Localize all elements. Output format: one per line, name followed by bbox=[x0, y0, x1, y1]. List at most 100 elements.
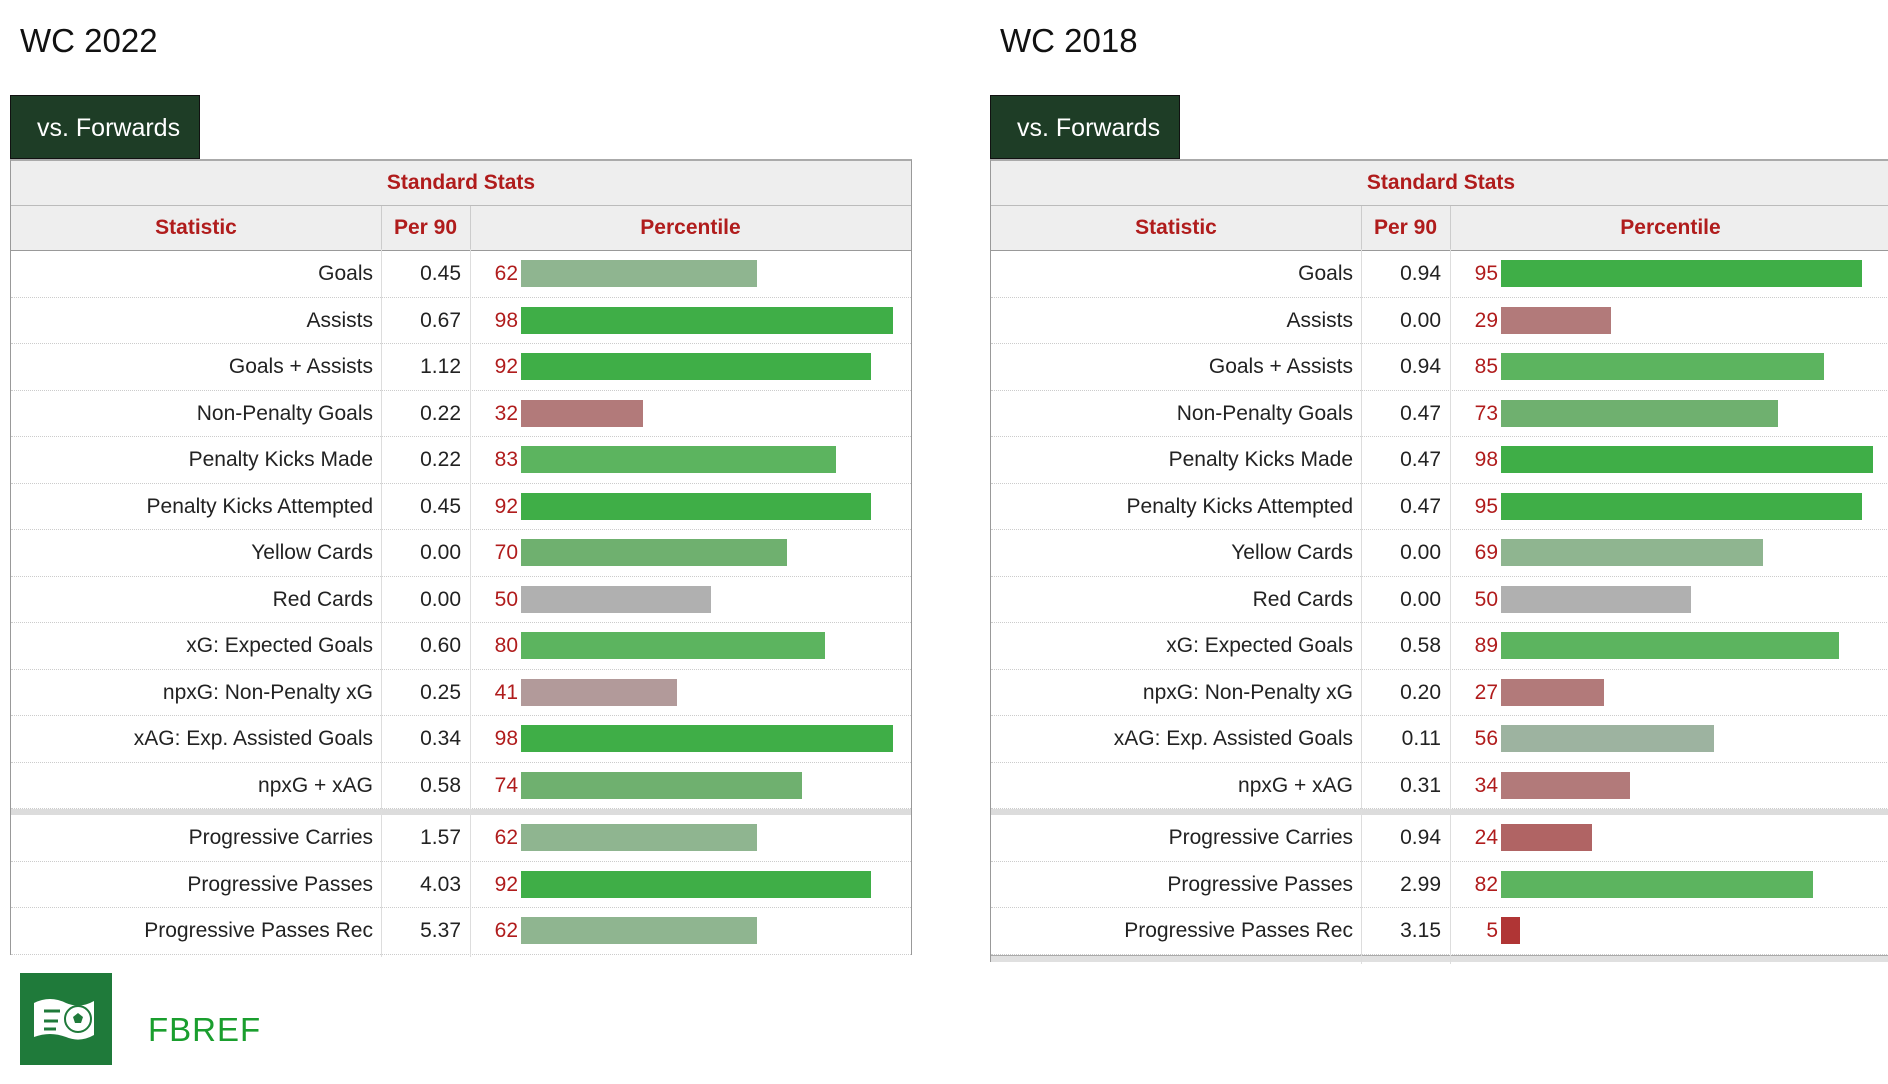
fbref-flag-ball-icon bbox=[34, 999, 94, 1040]
percentile-bar bbox=[521, 725, 893, 752]
table-row: xG: Expected Goals 0.60 80 bbox=[11, 623, 911, 670]
per90-value: 0.00 bbox=[1400, 541, 1441, 564]
per90-value: 1.12 bbox=[420, 355, 461, 378]
stat-name: Goals + Assists bbox=[1208, 355, 1353, 378]
percentile-value: 95 bbox=[1474, 494, 1498, 518]
per90-value: 0.00 bbox=[1400, 308, 1441, 332]
stat-name: Non-Penalty Goals bbox=[1176, 401, 1353, 425]
per90-value: 0.31 bbox=[1400, 773, 1441, 797]
percentile-value: 62 bbox=[494, 262, 518, 285]
table-row: Non-Penalty Goals 0.22 32 bbox=[11, 391, 911, 437]
tab-vs-forwards[interactable]: vs. Forwards bbox=[10, 95, 200, 159]
stat-name: npxG + xAG bbox=[1238, 773, 1353, 797]
percentile-bar bbox=[521, 353, 871, 380]
percentile-value: 98 bbox=[1474, 448, 1498, 471]
table-row: Yellow Cards 0.00 69 bbox=[991, 530, 1888, 577]
panel-title: WC 2022 bbox=[20, 22, 158, 59]
percentile-value: 83 bbox=[494, 448, 518, 471]
row-separator bbox=[991, 809, 1888, 815]
header-per90[interactable]: Per 90 bbox=[1361, 206, 1451, 250]
per90-value: 0.47 bbox=[1400, 448, 1441, 471]
per90-value: 0.22 bbox=[420, 401, 461, 425]
percentile-value: 92 bbox=[494, 872, 518, 896]
header-percentile[interactable]: Percentile bbox=[1620, 216, 1721, 239]
table-row: Progressive Carries 0.94 24 bbox=[991, 815, 1888, 862]
percentile-value: 73 bbox=[1474, 401, 1498, 425]
row-separator bbox=[11, 809, 911, 815]
percentile-value: 24 bbox=[1474, 826, 1498, 849]
stats-table: Standard Stats Statistic Per 90 Percentile G… bbox=[990, 159, 1888, 964]
per90-value: 0.45 bbox=[420, 494, 461, 518]
percentile-value: 95 bbox=[1474, 262, 1498, 285]
table-row: xAG: Exp. Assisted Goals 0.11 56 bbox=[991, 716, 1888, 763]
header-statistic[interactable]: Statistic bbox=[991, 206, 1362, 250]
percentile-value: 5 bbox=[1486, 919, 1498, 942]
stat-name: xG: Expected Goals bbox=[1166, 634, 1353, 657]
table-row: Progressive Carries 1.57 62 bbox=[11, 815, 911, 862]
table-row: Goals + Assists 0.94 85 bbox=[991, 344, 1888, 391]
header-per90[interactable]: Per 90 bbox=[381, 206, 471, 250]
stat-name: Red Cards bbox=[1252, 587, 1353, 611]
percentile-bar bbox=[1501, 917, 1520, 944]
panel-title: WC 2018 bbox=[1000, 22, 1138, 59]
per90-value: 0.47 bbox=[1400, 401, 1441, 425]
stat-name: Goals + Assists bbox=[228, 355, 373, 378]
percentile-value: 41 bbox=[494, 680, 518, 704]
per90-value: 0.94 bbox=[1400, 355, 1441, 378]
stat-name: Progressive Passes Rec bbox=[1124, 919, 1353, 942]
percentile-bar bbox=[1501, 870, 1813, 898]
stat-name: Goals bbox=[318, 262, 373, 285]
percentile-value: 89 bbox=[1474, 634, 1498, 657]
table-row: npxG: Non-Penalty xG 0.20 27 bbox=[991, 670, 1888, 716]
percentile-value: 69 bbox=[1474, 541, 1498, 564]
per90-value: 0.94 bbox=[1400, 262, 1441, 285]
stat-name: npxG: Non-Penalty xG bbox=[1142, 680, 1353, 704]
percentile-value: 92 bbox=[494, 355, 518, 378]
percentile-bar bbox=[1501, 632, 1839, 659]
header-statistic[interactable]: Statistic bbox=[11, 206, 382, 250]
per90-value: 0.20 bbox=[1400, 680, 1441, 704]
percentile-value: 98 bbox=[494, 727, 518, 750]
per90-value: 0.67 bbox=[420, 308, 461, 332]
stat-name: Assists bbox=[1286, 308, 1353, 332]
tab-vs-forwards[interactable]: vs. Forwards bbox=[990, 95, 1180, 159]
per90-value: 5.37 bbox=[420, 919, 461, 942]
header-percentile[interactable]: Percentile bbox=[640, 216, 741, 239]
table-footer bbox=[991, 954, 1888, 962]
percentile-bar bbox=[1501, 260, 1862, 287]
percentile-bar bbox=[521, 678, 677, 706]
percentile-value: 50 bbox=[1474, 587, 1498, 611]
stat-name: Red Cards bbox=[272, 587, 373, 611]
percentile-value: 74 bbox=[494, 773, 518, 797]
stat-name: Penalty Kicks Attempted bbox=[1126, 494, 1353, 518]
percentile-bar bbox=[521, 306, 893, 334]
fbref-logo bbox=[20, 973, 112, 1065]
brand-name: FBREF bbox=[148, 1011, 262, 1048]
per90-value: 0.45 bbox=[420, 262, 461, 285]
table-row: Penalty Kicks Made 0.47 98 bbox=[991, 437, 1888, 484]
stat-name: Progressive Passes bbox=[1167, 872, 1353, 896]
percentile-bar bbox=[1501, 585, 1691, 613]
per90-value: 0.25 bbox=[420, 680, 461, 704]
table-row: Progressive Passes Rec 3.15 5 bbox=[991, 908, 1888, 955]
percentile-value: 29 bbox=[1474, 308, 1498, 332]
stat-name: Progressive Carries bbox=[1168, 826, 1353, 849]
group-header: Standard Stats bbox=[11, 161, 911, 206]
table-row: Penalty Kicks Attempted 0.45 92 bbox=[11, 484, 911, 530]
percentile-bar bbox=[1501, 492, 1862, 520]
table-row: npxG + xAG 0.58 74 bbox=[11, 763, 911, 809]
table-row: xAG: Exp. Assisted Goals 0.34 98 bbox=[11, 716, 911, 763]
column-divider bbox=[1450, 249, 1451, 964]
stat-name: Non-Penalty Goals bbox=[196, 401, 373, 425]
table-row: npxG + xAG 0.31 34 bbox=[991, 763, 1888, 809]
per90-value: 0.00 bbox=[420, 541, 461, 564]
table-row: Assists 0.67 98 bbox=[11, 298, 911, 344]
column-divider bbox=[1361, 249, 1362, 964]
percentile-value: 62 bbox=[494, 919, 518, 942]
table-row: Yellow Cards 0.00 70 bbox=[11, 530, 911, 577]
stat-name: Progressive Passes Rec bbox=[144, 919, 373, 942]
percentile-bar bbox=[521, 632, 825, 659]
stat-name: Penalty Kicks Made bbox=[1168, 448, 1353, 471]
per90-value: 0.94 bbox=[1400, 826, 1441, 849]
stat-name: Penalty Kicks Attempted bbox=[146, 494, 373, 518]
